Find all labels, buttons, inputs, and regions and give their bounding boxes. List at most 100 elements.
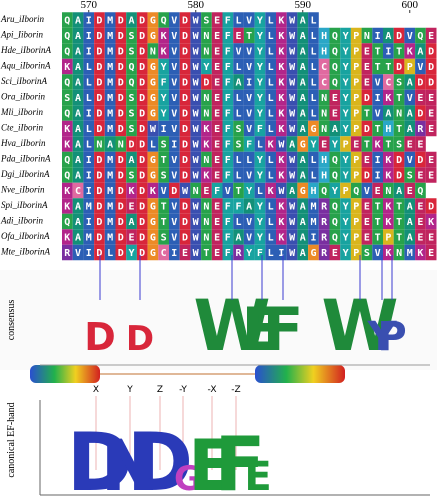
residue-cell (190, 12, 202, 28)
residue-cell (179, 43, 191, 59)
residue-cell (83, 136, 95, 152)
residue-cell (83, 244, 95, 261)
sequence: QAIDMDADGTVDWNEFLVYLKWAMRQYPETKTAEK (64, 217, 434, 228)
residue-cell (94, 213, 105, 230)
residue-cell (115, 213, 127, 230)
residue-cell (340, 120, 351, 137)
residue-cell (233, 58, 244, 75)
residue-cell (147, 213, 159, 230)
consensus-panel (0, 270, 437, 370)
residue-cell (83, 167, 95, 183)
residue-cell (222, 27, 234, 44)
residue-cell (297, 58, 309, 75)
residue-cell (297, 229, 309, 245)
residue-cell (158, 229, 169, 245)
residue-cell (126, 74, 137, 90)
residue-cell (393, 105, 405, 121)
residue-cell (126, 120, 137, 137)
sequence: KCIDMDKDKVDWNEFVTYLKWAGHQYPQVENAEQ. (64, 186, 434, 197)
residue-cell (243, 105, 255, 121)
residue-cell (179, 58, 191, 75)
residue-cell (190, 120, 202, 137)
residue-cell (340, 244, 351, 261)
residue-cell (211, 43, 223, 59)
residue-cell (104, 27, 116, 44)
residue-cell (254, 43, 266, 59)
sequence-name: Api_Iiborin (0, 30, 43, 40)
residue-cell (415, 58, 426, 75)
residue-cell (201, 12, 212, 28)
residue-cell (243, 213, 255, 230)
residue-cell (297, 43, 309, 59)
residue-cell (147, 43, 159, 59)
residue-cell (179, 105, 191, 121)
residue-cell (169, 27, 180, 44)
sequence-name: Mli_iIborin (0, 107, 43, 117)
residue-cell (329, 229, 341, 245)
residue-cell (329, 198, 341, 214)
residue-cell (179, 244, 191, 261)
residue-cell (201, 120, 212, 137)
residue-cell (72, 58, 84, 75)
residue-cell (265, 198, 276, 214)
residue-cell (104, 58, 116, 75)
residue-cell (72, 43, 84, 59)
residue-cell (297, 198, 309, 214)
residue-cell (383, 244, 394, 261)
residue-cell (308, 27, 319, 44)
residue-cell (179, 74, 191, 90)
residue-cell (308, 43, 319, 59)
residue-cell (158, 198, 169, 214)
residue-cell (308, 151, 319, 168)
residue-cell (340, 105, 351, 121)
residue-cell (415, 120, 426, 137)
logo-letter: F (214, 420, 265, 500)
residue-cell (372, 74, 383, 90)
residue-cell (62, 89, 73, 106)
residue-cell (83, 27, 95, 44)
residue-cell (425, 58, 437, 75)
residue-cell (72, 105, 84, 121)
residue-cell (126, 12, 137, 28)
residue-cell (340, 27, 351, 44)
residue-cell (222, 167, 234, 183)
residue-cell (147, 244, 159, 261)
logo-letter: E (242, 295, 283, 365)
residue-cell (147, 12, 159, 28)
residue-cell (115, 74, 127, 90)
residue-cell (136, 198, 148, 214)
residue-cell (243, 167, 255, 183)
residue-cell (286, 105, 298, 121)
residue-cell (276, 12, 287, 28)
residue-cell (243, 136, 255, 152)
residue-cell (62, 136, 73, 152)
residue-cell (179, 151, 191, 168)
residue-cell (179, 182, 191, 199)
residue-cell (83, 58, 95, 75)
sequence-name: Adi_iIborin (0, 216, 43, 226)
helix-f (255, 365, 345, 383)
residue-cell (254, 198, 266, 214)
residue-cell (329, 27, 341, 44)
residue-cell (190, 151, 202, 168)
residue-cell (297, 213, 309, 230)
residue-cell (104, 244, 116, 261)
residue-cell (308, 74, 319, 90)
residue-cell (94, 12, 105, 28)
residue-cell (233, 43, 244, 59)
logo-letter: N (101, 425, 160, 500)
residue-cell (62, 12, 73, 28)
residue-cell (126, 198, 137, 214)
logo-letter: G (174, 459, 202, 499)
residue-cell (211, 167, 223, 183)
residue-cell (415, 244, 426, 261)
residue-cell (222, 151, 234, 168)
residue-cell (318, 182, 330, 199)
residue-cell (94, 136, 105, 152)
residue-cell (72, 74, 84, 90)
residue-cell (211, 120, 223, 137)
residue-cell (147, 58, 159, 75)
sequence: KALDMDSDWIVDWKEFSVFLKWAGNAYPDTHTARE (64, 124, 434, 135)
residue-cell (158, 151, 169, 168)
residue-cell (243, 151, 255, 168)
